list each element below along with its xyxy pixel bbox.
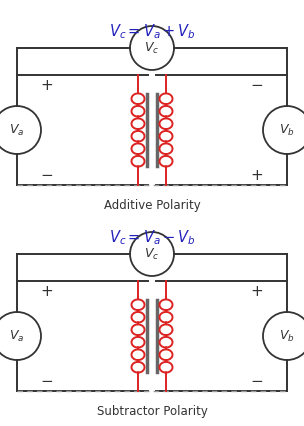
Text: $V_c$: $V_c$ — [144, 247, 160, 262]
Text: $V_a$: $V_a$ — [9, 122, 25, 138]
Text: Subtractor Polarity: Subtractor Polarity — [97, 405, 207, 418]
Text: $V_c = V_a + V_b$: $V_c = V_a + V_b$ — [109, 22, 195, 41]
Text: $V_c = V_a - V_b$: $V_c = V_a - V_b$ — [109, 228, 195, 247]
Text: −: − — [41, 167, 54, 182]
Text: $V_a$: $V_a$ — [9, 328, 25, 343]
Text: −: − — [250, 78, 263, 92]
Text: +: + — [250, 283, 263, 299]
Text: −: − — [250, 374, 263, 389]
Text: +: + — [250, 167, 263, 182]
Text: $V_c$: $V_c$ — [144, 40, 160, 55]
Text: −: − — [41, 374, 54, 389]
Text: +: + — [41, 283, 54, 299]
Text: Additive Polarity: Additive Polarity — [104, 199, 200, 212]
Text: $V_b$: $V_b$ — [279, 328, 295, 343]
Text: +: + — [41, 78, 54, 92]
Text: $V_b$: $V_b$ — [279, 122, 295, 138]
